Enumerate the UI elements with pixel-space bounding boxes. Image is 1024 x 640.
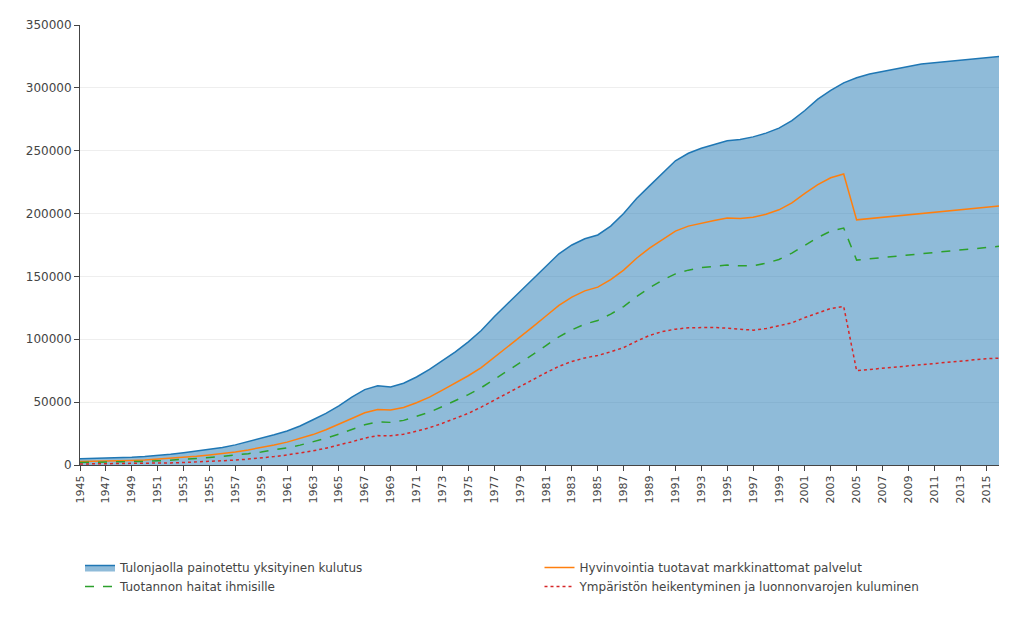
svg-text:1985: 1985: [591, 475, 604, 503]
svg-text:1955: 1955: [203, 475, 216, 503]
svg-text:2007: 2007: [876, 475, 889, 503]
svg-text:2003: 2003: [824, 475, 837, 503]
svg-text:1975: 1975: [462, 475, 475, 503]
svg-text:1947: 1947: [99, 475, 112, 503]
svg-text:1971: 1971: [410, 475, 423, 503]
svg-text:1953: 1953: [177, 475, 190, 503]
svg-text:1983: 1983: [565, 475, 578, 503]
svg-text:1949: 1949: [125, 475, 138, 503]
svg-text:2015: 2015: [980, 475, 993, 503]
svg-text:300000: 300000: [26, 81, 72, 95]
svg-text:1981: 1981: [540, 475, 553, 503]
svg-text:1973: 1973: [436, 475, 449, 503]
svg-text:2009: 2009: [902, 475, 915, 503]
svg-text:0: 0: [64, 458, 72, 472]
svg-text:1977: 1977: [488, 475, 501, 503]
svg-text:1991: 1991: [669, 475, 682, 503]
svg-text:1979: 1979: [514, 475, 527, 503]
svg-text:1967: 1967: [358, 475, 371, 503]
svg-text:Tuotannon haitat ihmisille: Tuotannon haitat ihmisille: [119, 580, 275, 594]
svg-text:2013: 2013: [954, 475, 967, 503]
svg-text:250000: 250000: [26, 144, 72, 158]
svg-text:350000: 350000: [26, 18, 72, 32]
svg-text:200000: 200000: [26, 207, 72, 221]
svg-text:Tulonjaolla painotettu yksityi: Tulonjaolla painotettu yksityinen kulutu…: [119, 561, 362, 575]
svg-text:1959: 1959: [255, 475, 268, 503]
svg-text:1961: 1961: [281, 475, 294, 503]
svg-text:1957: 1957: [229, 475, 242, 503]
svg-text:1999: 1999: [773, 475, 786, 503]
svg-text:50000: 50000: [33, 395, 71, 409]
svg-text:1969: 1969: [384, 475, 397, 503]
svg-text:1987: 1987: [617, 475, 630, 503]
svg-text:1989: 1989: [643, 475, 656, 503]
svg-text:1993: 1993: [695, 475, 708, 503]
svg-text:1995: 1995: [721, 475, 734, 503]
svg-text:Ympäristön heikentyminen ja lu: Ympäristön heikentyminen ja luonnonvaroj…: [579, 580, 919, 594]
svg-text:2005: 2005: [850, 475, 863, 503]
svg-text:1997: 1997: [747, 475, 760, 503]
svg-text:2011: 2011: [928, 475, 941, 503]
svg-text:1945: 1945: [74, 475, 87, 503]
svg-text:Hyvinvointia tuotavat markkina: Hyvinvointia tuotavat markkinattomat pal…: [580, 561, 863, 575]
svg-text:1963: 1963: [307, 475, 320, 503]
svg-text:1965: 1965: [332, 475, 345, 503]
svg-text:150000: 150000: [26, 270, 72, 284]
svg-text:100000: 100000: [26, 332, 72, 346]
svg-text:2001: 2001: [798, 475, 811, 503]
svg-text:1951: 1951: [151, 475, 164, 503]
